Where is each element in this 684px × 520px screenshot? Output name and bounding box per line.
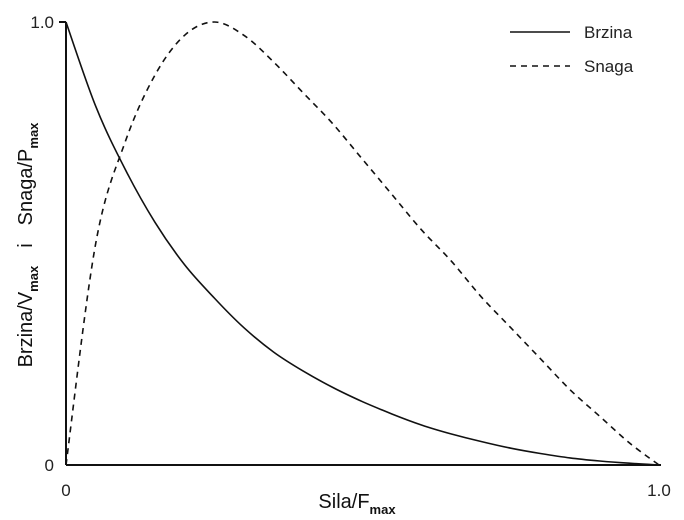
series-line-snaga (65, 21, 660, 466)
y-axis-title-part1: Brzina/V (15, 291, 37, 367)
series-line-brzina (65, 21, 660, 466)
y-axis-title-sub1: max (26, 265, 41, 292)
y-axis-title: Brzina/VmaxiSnaga/Pmax (15, 122, 41, 368)
y-axis-title-sub2: max (26, 122, 41, 149)
x-axis-title: Sila/Fmax (318, 491, 396, 517)
y-tick-top: 1.0 (30, 13, 54, 32)
x-axis-title-sub: max (370, 502, 397, 517)
y-tick-bottom: 0 (45, 456, 54, 475)
legend-label-brzina: Brzina (584, 23, 633, 42)
x-tick-left: 0 (61, 481, 70, 500)
y-axis-title-connector: i (15, 243, 37, 247)
x-axis-title-main: Sila/F (318, 491, 369, 513)
y-axis-title-part2: Snaga/P (15, 149, 37, 226)
legend-label-snaga: Snaga (584, 57, 634, 76)
legend: Brzina Snaga (510, 23, 634, 76)
x-tick-right: 1.0 (647, 481, 671, 500)
